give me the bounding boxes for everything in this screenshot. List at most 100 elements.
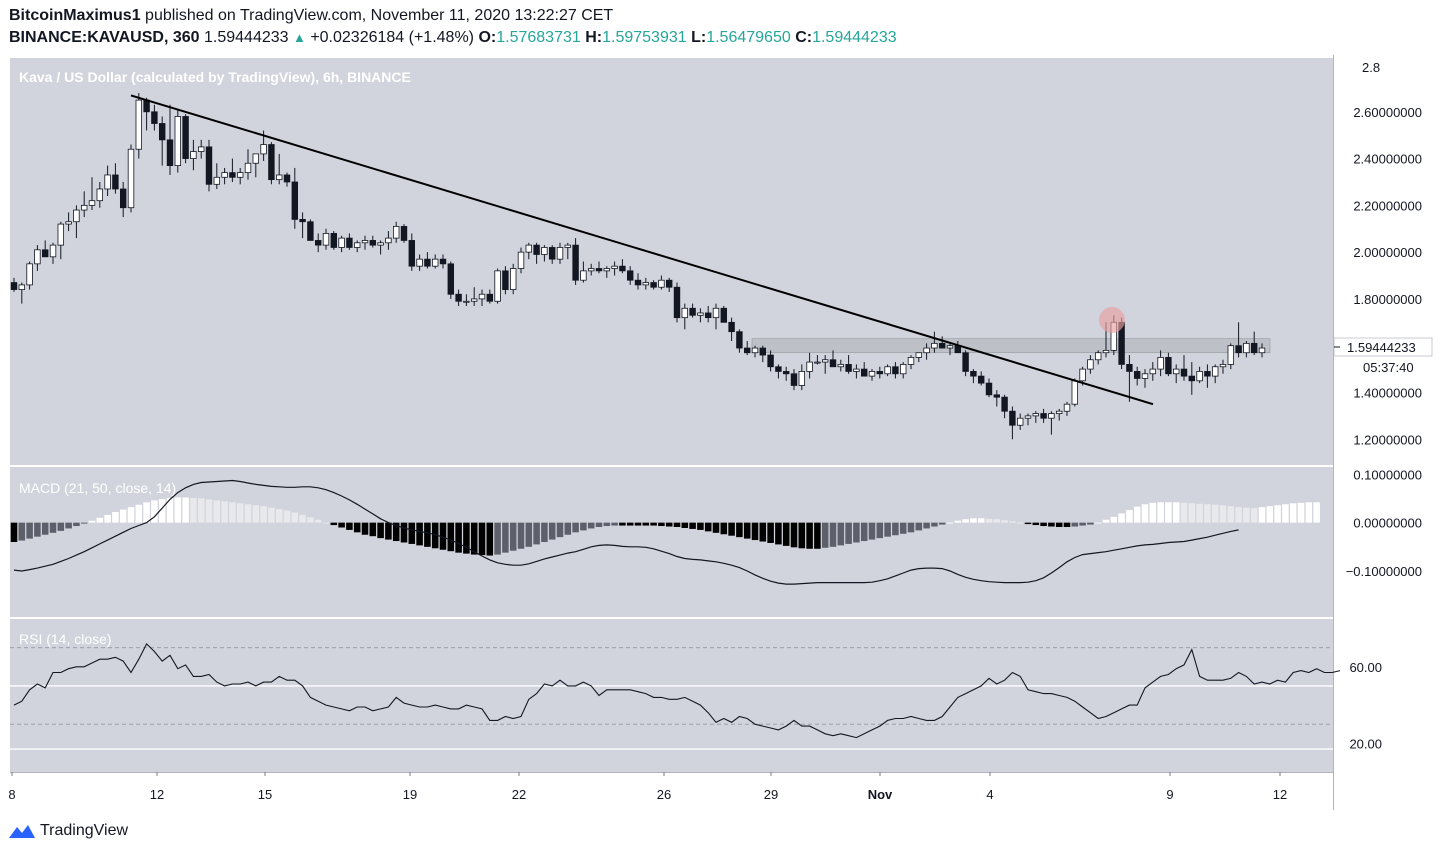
candle-up[interactable] [236,172,244,178]
candle-up[interactable] [751,347,759,354]
candle-up[interactable] [275,174,283,181]
candle-down[interactable] [595,268,603,272]
candle-down[interactable] [665,279,673,288]
candle-up[interactable] [260,144,267,155]
candle-up[interactable] [463,300,470,303]
candle-down[interactable] [704,312,712,319]
candle-down[interactable] [1165,357,1172,375]
candle-up[interactable] [1141,373,1149,379]
candle-down[interactable] [1188,375,1196,382]
candle-up[interactable] [322,233,330,246]
candle-down[interactable] [790,373,798,386]
candle-up[interactable] [541,247,548,255]
candle-up[interactable] [580,270,587,281]
candle-up[interactable] [931,342,938,349]
candle-up[interactable] [1079,368,1086,382]
candle-down[interactable] [689,307,696,316]
candle-down[interactable] [829,359,837,368]
candle-down[interactable] [775,366,782,372]
candle-down[interactable] [408,240,416,267]
candle-up[interactable] [525,244,533,253]
candle-down[interactable] [985,382,993,396]
candle-up[interactable] [556,247,564,260]
candle-up[interactable] [1032,413,1040,417]
candle-up[interactable] [1055,410,1063,414]
candle-up[interactable] [681,307,689,319]
candle-up[interactable] [907,357,915,365]
candle-down[interactable] [736,331,743,349]
candle-up[interactable] [385,237,392,244]
candle-down[interactable] [634,279,642,286]
candle-up[interactable] [1094,352,1102,361]
candle-up[interactable] [135,99,143,150]
candle-up[interactable] [213,176,221,185]
candle-up[interactable] [1024,415,1032,419]
candle-up[interactable] [587,268,595,272]
candle-down[interactable] [1180,368,1188,377]
candle-up[interactable] [34,249,41,265]
candle-down[interactable] [291,181,299,220]
candle-down[interactable] [993,394,1001,398]
candle-down[interactable] [1250,342,1258,354]
candle-up[interactable] [884,366,891,375]
candle-up[interactable] [821,359,829,363]
candle-up[interactable] [1063,403,1071,412]
candle-up[interactable] [18,284,26,290]
candle-up[interactable] [49,244,57,258]
candle-up[interactable] [353,242,361,248]
candle-up[interactable] [470,298,478,302]
candle-down[interactable] [650,282,657,288]
candle-down[interactable] [10,282,18,290]
candle-up[interactable] [1227,345,1235,365]
candle-down[interactable] [626,270,634,281]
candle-down[interactable] [41,249,49,258]
candle-up[interactable] [517,251,525,269]
candle-down[interactable] [1133,371,1141,379]
candle-down[interactable] [1001,396,1008,412]
resistance-zone[interactable] [751,338,1271,354]
candle-up[interactable] [946,345,954,349]
candle-up[interactable] [611,265,618,269]
candle-up[interactable] [80,204,88,211]
candle-up[interactable] [712,307,720,319]
candle-down[interactable] [767,354,774,368]
candle-down[interactable] [424,258,431,267]
candle-down[interactable] [299,218,306,223]
candle-down[interactable] [1009,410,1016,426]
candle-down[interactable] [743,347,751,354]
candle-up[interactable] [1258,347,1266,354]
candle-down[interactable] [782,371,790,375]
candle-up[interactable] [361,240,369,244]
candle-up[interactable] [868,371,876,377]
candle-up[interactable] [190,151,197,159]
candle-up[interactable] [658,279,665,288]
candle-up[interactable] [806,361,813,372]
candle-up[interactable] [697,312,704,316]
candle-down[interactable] [151,111,158,124]
macd-line[interactable] [13,479,1239,585]
candle-down[interactable] [1235,345,1242,354]
candle-up[interactable] [494,270,501,302]
candle-down[interactable] [314,240,322,246]
candle-up[interactable] [1102,349,1110,354]
candle-down[interactable] [330,233,338,248]
candle-up[interactable] [798,371,806,386]
candle-up[interactable] [1157,357,1164,370]
candle-down[interactable] [369,240,377,246]
macd-pane-bg[interactable] [10,467,1333,617]
candle-up[interactable] [853,368,860,372]
candle-up[interactable] [814,361,821,364]
candle-down[interactable] [1040,413,1047,419]
candle-down[interactable] [962,352,969,372]
candle-down[interactable] [455,293,462,302]
candle-up[interactable] [57,223,65,246]
candle-down[interactable] [1204,371,1211,377]
candle-down[interactable] [307,221,314,241]
candle-up[interactable] [899,364,907,375]
candle-up[interactable] [96,188,104,202]
candle-up[interactable] [104,174,111,190]
candle-up[interactable] [1172,368,1180,375]
candle-up[interactable] [1087,359,1094,370]
candle-down[interactable] [439,258,447,265]
candle-up[interactable] [1243,342,1250,354]
